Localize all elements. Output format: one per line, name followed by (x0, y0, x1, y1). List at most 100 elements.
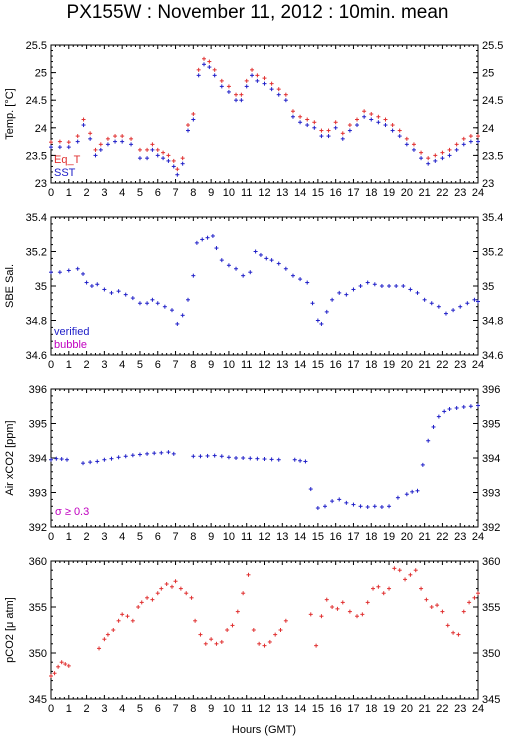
data-point (305, 117, 310, 122)
data-point (365, 600, 370, 605)
data-point (411, 142, 416, 147)
x-tick-label: 1 (66, 359, 72, 371)
x-tick-label: 6 (155, 187, 161, 199)
data-point (351, 502, 356, 507)
data-point (408, 287, 413, 292)
data-point (66, 145, 71, 150)
y-tick-label-right: 23.5 (482, 150, 503, 162)
data-point (171, 164, 176, 169)
data-point (283, 618, 288, 623)
data-point (65, 457, 70, 462)
plot-frame (50, 216, 479, 356)
data-point (269, 457, 274, 462)
data-point (319, 128, 324, 133)
data-point (88, 131, 93, 136)
data-point (54, 456, 59, 461)
data-point (397, 128, 402, 133)
data-point (93, 147, 98, 152)
data-point (155, 301, 160, 306)
data-point (120, 139, 125, 144)
y-tick-label-left: 25 (35, 68, 47, 80)
x-tick-label: 13 (276, 187, 288, 199)
data-point (408, 572, 413, 577)
x-tick-label: 22 (436, 359, 448, 371)
data-point (66, 663, 71, 668)
x-tick-label: 8 (190, 531, 196, 543)
x-tick-label: 7 (172, 359, 178, 371)
x-tick-label: 19 (383, 703, 395, 715)
data-point (150, 297, 155, 302)
data-point (347, 609, 352, 614)
x-tick-label: 6 (155, 703, 161, 715)
data-point (253, 249, 258, 254)
x-tick-label: 14 (294, 187, 306, 199)
chart-panel-4: 0 1 2 3 4 5 6 7 8 9 10 11 12 13 14 15 16 17 18 19 20 21 22 23 24… (4, 556, 500, 715)
data-point (472, 297, 477, 302)
data-point (191, 454, 196, 459)
data-point (322, 504, 327, 509)
data-point (330, 499, 335, 504)
data-point (445, 623, 450, 628)
data-point (468, 139, 473, 144)
data-point (312, 125, 317, 130)
data-point (189, 595, 194, 600)
data-point (226, 455, 231, 460)
data-point (113, 139, 118, 144)
data-point (102, 637, 107, 642)
data-point (235, 609, 240, 614)
data-point (145, 147, 150, 152)
data-point (109, 290, 114, 295)
data-point (315, 506, 320, 511)
data-point (191, 112, 196, 116)
data-point (155, 153, 160, 158)
x-tick-label: 8 (190, 703, 196, 715)
data-point (305, 123, 310, 128)
data-point (196, 73, 201, 78)
data-point (433, 158, 438, 163)
x-tick-label: 14 (294, 703, 306, 715)
data-point (212, 73, 217, 78)
data-point (258, 252, 263, 257)
data-point (330, 605, 335, 609)
x-tick-label: 10 (223, 531, 235, 543)
x-tick-label: 10 (223, 359, 235, 371)
data-point (88, 136, 93, 141)
x-tick-label: 16 (330, 531, 342, 543)
data-point (443, 311, 448, 316)
data-point (440, 609, 445, 614)
y-tick-label-left: 345 (29, 694, 47, 706)
data-point (255, 456, 260, 461)
data-point (175, 321, 180, 326)
data-point (269, 81, 274, 86)
x-tick-label: 3 (101, 359, 107, 371)
data-point (372, 504, 377, 509)
data-point (166, 153, 171, 158)
data-point (102, 287, 107, 292)
data-point (161, 156, 166, 161)
data-point (362, 114, 367, 119)
data-point (219, 639, 224, 644)
y-tick-label-right: 35 (482, 281, 494, 293)
data-point (447, 147, 452, 152)
x-tick-label: 4 (119, 187, 125, 199)
x-tick-label: 3 (101, 187, 107, 199)
x-tick-label: 1 (66, 187, 72, 199)
data-point (49, 270, 53, 275)
y-tick-label-right: 23 (482, 178, 494, 190)
data-point (59, 660, 64, 665)
data-point (413, 568, 418, 573)
data-point (269, 258, 274, 263)
data-point (137, 147, 142, 152)
data-point (387, 284, 392, 288)
data-point (324, 309, 329, 314)
data-point (173, 579, 178, 584)
data-point (59, 457, 64, 462)
data-point (461, 609, 466, 614)
data-point (476, 403, 480, 408)
data-point (458, 304, 463, 309)
y-tick-label-right: 24 (482, 123, 494, 135)
x-tick-label: 19 (383, 359, 395, 371)
data-point (344, 500, 349, 505)
data-point (198, 454, 203, 459)
x-tick-label: 5 (137, 703, 143, 715)
